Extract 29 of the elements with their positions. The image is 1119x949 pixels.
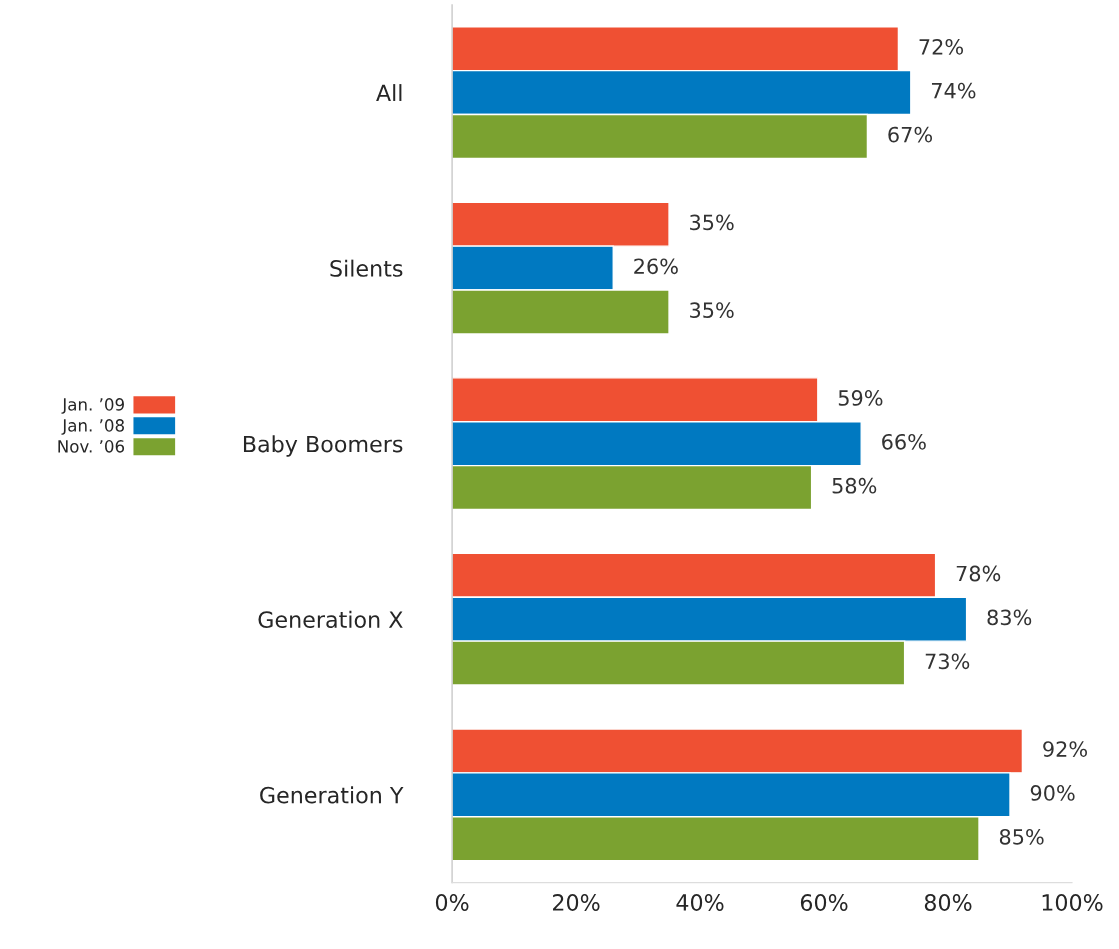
legend-label: Nov. ’06 — [58, 440, 125, 453]
data-label: 26% — [634, 258, 678, 275]
data-label: 78% — [956, 565, 1001, 582]
legend-label: Jan. ’09 — [61, 398, 124, 414]
y-tick-label: Baby Boomers — [243, 435, 403, 457]
y-tick-label: All — [376, 84, 402, 101]
data-label: 73% — [925, 653, 970, 670]
x-tick-label: 20% — [552, 894, 600, 911]
y-tick-label: Generation X — [258, 610, 403, 628]
y-tick-label: Silents — [330, 259, 403, 277]
data-label: 90% — [1030, 785, 1075, 801]
x-tick-label: 0% — [435, 894, 469, 911]
data-label: 35% — [690, 214, 734, 231]
x-tick-label: 60% — [800, 894, 848, 911]
legend-label: Jan. ’08 — [61, 419, 124, 435]
data-label: 58% — [832, 477, 877, 494]
data-label: 35% — [690, 302, 734, 319]
x-tick-label: 80% — [924, 894, 972, 911]
data-label: 66% — [882, 433, 926, 450]
data-label: 67% — [888, 126, 933, 143]
data-label: 83% — [987, 609, 1032, 626]
data-label: 85% — [999, 828, 1044, 845]
data-label: 59% — [838, 390, 883, 406]
x-tick-label: 40% — [676, 894, 724, 911]
y-tick-label: Generation Y — [260, 786, 404, 804]
data-label: 92% — [1043, 741, 1088, 757]
x-tick-label: 100% — [1042, 894, 1103, 911]
data-label: 74% — [931, 82, 976, 99]
data-label: 72% — [919, 38, 964, 55]
